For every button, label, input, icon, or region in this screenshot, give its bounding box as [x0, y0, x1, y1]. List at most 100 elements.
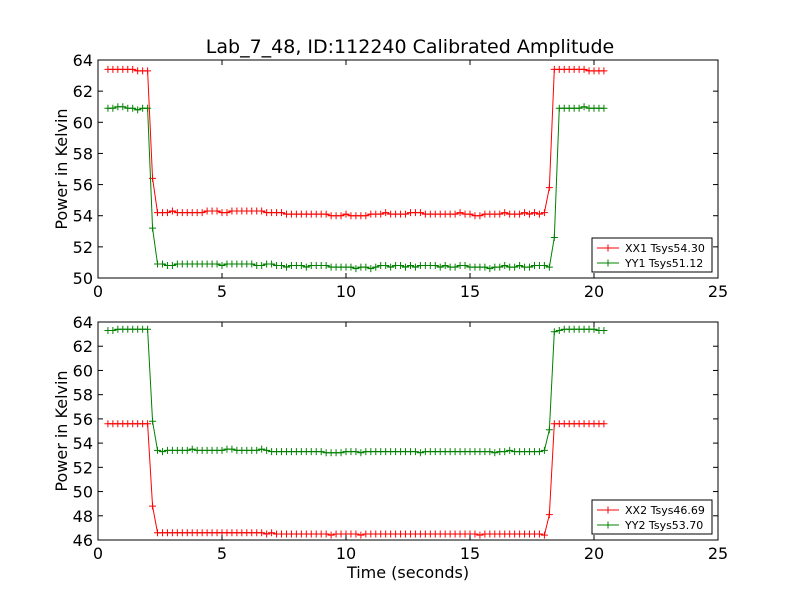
- data-point: [406, 262, 414, 270]
- data-point: [342, 210, 350, 218]
- data-point: [357, 449, 365, 457]
- data-point: [526, 263, 534, 271]
- data-point: [218, 262, 226, 270]
- data-point: [322, 262, 330, 270]
- data-point: [496, 263, 504, 271]
- data-point: [411, 263, 419, 271]
- data-point: [506, 446, 514, 454]
- y-tick-label: 62: [73, 337, 93, 356]
- data-point: [258, 207, 266, 215]
- data-point: [397, 262, 405, 270]
- legend-label: XX2 Tsys46.69: [625, 504, 705, 517]
- y-tick-label: 56: [73, 176, 93, 195]
- x-tick-label: 10: [336, 544, 356, 563]
- data-point: [357, 531, 365, 539]
- data-point: [545, 184, 553, 192]
- data-point: [278, 209, 286, 217]
- series-yy2: [104, 325, 608, 457]
- legend-marker: [604, 244, 612, 252]
- data-point: [188, 445, 196, 453]
- data-point: [322, 530, 330, 538]
- y-tick-label: 54: [73, 207, 93, 226]
- legend-label: XX1 Tsys54.30: [625, 242, 705, 255]
- data-point: [416, 449, 424, 457]
- data-point: [411, 448, 419, 456]
- data-point: [183, 446, 191, 454]
- data-point: [129, 104, 137, 112]
- data-point: [154, 446, 162, 454]
- data-point: [248, 260, 256, 268]
- y-tick-label: 52: [73, 458, 93, 477]
- y-tick-label: 60: [73, 361, 93, 380]
- data-point: [337, 212, 345, 220]
- data-point: [258, 529, 266, 537]
- data-point: [402, 263, 410, 271]
- data-point: [550, 234, 558, 242]
- data-point: [144, 420, 152, 428]
- y-tick-label: 64: [73, 313, 93, 332]
- plot-frame: [97, 59, 719, 279]
- data-point: [535, 210, 543, 218]
- data-point: [540, 262, 548, 270]
- data-point: [600, 326, 608, 334]
- data-point: [540, 446, 548, 454]
- x-tick-label: 15: [460, 282, 480, 301]
- data-point: [451, 263, 459, 271]
- data-point: [377, 210, 385, 218]
- data-point: [337, 449, 345, 457]
- data-point: [431, 262, 439, 270]
- data-point: [213, 207, 221, 215]
- data-point: [540, 531, 548, 539]
- data-point: [198, 209, 206, 217]
- data-point: [168, 207, 176, 215]
- data-point: [119, 103, 127, 111]
- y-axis-label: Power in Kelvin: [52, 108, 71, 229]
- data-point: [600, 104, 608, 112]
- data-point: [501, 448, 509, 456]
- data-point: [491, 449, 499, 457]
- data-point: [218, 446, 226, 454]
- data-point: [302, 263, 310, 271]
- series-xx1: [104, 65, 608, 220]
- data-point: [149, 224, 157, 232]
- data-point: [545, 426, 553, 434]
- x-tick-label: 20: [584, 544, 604, 563]
- data-point: [144, 104, 152, 112]
- legend-box: [591, 499, 713, 535]
- data-point: [223, 209, 231, 217]
- data-point: [213, 260, 221, 268]
- data-point: [372, 263, 380, 271]
- data-point: [134, 106, 142, 114]
- plot-frame: [97, 321, 719, 541]
- y-tick-label: 52: [73, 238, 93, 257]
- data-point: [144, 325, 152, 333]
- data-point: [109, 104, 117, 112]
- data-point: [228, 445, 236, 453]
- data-point: [451, 210, 459, 218]
- series-line: [107, 328, 604, 454]
- series-line: [107, 423, 604, 536]
- legend-marker: [604, 521, 612, 529]
- y-tick-label: 56: [73, 410, 93, 429]
- data-point: [466, 210, 474, 218]
- data-point: [129, 65, 137, 73]
- data-point: [481, 263, 489, 271]
- data-point: [535, 448, 543, 456]
- legend-label: YY2 Tsys53.70: [624, 519, 703, 532]
- y-tick-label: 60: [73, 113, 93, 132]
- y-axis-label: Power in Kelvin: [52, 370, 71, 491]
- data-point: [149, 502, 157, 510]
- series-line: [107, 68, 604, 217]
- data-point: [471, 530, 479, 538]
- legend: XX1 Tsys54.30 YY1 Tsys51.12: [591, 237, 713, 273]
- data-point: [263, 446, 271, 454]
- y-tick-label: 58: [73, 144, 93, 163]
- data-point: [258, 262, 266, 270]
- data-point: [511, 263, 519, 271]
- x-axis-label: Time (seconds): [346, 563, 469, 582]
- data-point: [476, 531, 484, 539]
- legend: XX2 Tsys46.69 YY2 Tsys53.70: [591, 499, 713, 535]
- x-tick-label: 10: [336, 282, 356, 301]
- chart-title: Lab_7_48, ID:112240 Calibrated Amplitude: [206, 36, 614, 58]
